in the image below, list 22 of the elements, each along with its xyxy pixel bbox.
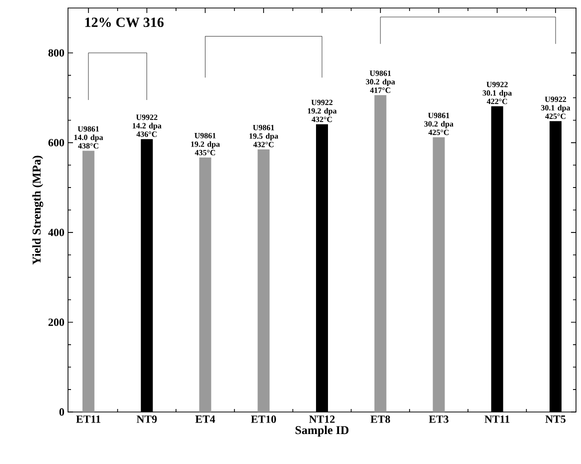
x-tick-label: ET10 [251, 416, 276, 423]
y-tick-label: 400 [48, 228, 64, 236]
bar [432, 137, 445, 412]
x-tick-label: NT9 [136, 416, 157, 423]
x-tick-label: ET11 [76, 416, 100, 423]
y-tick-label: 0 [59, 408, 64, 416]
bar [82, 150, 94, 412]
y-tick-label: 600 [48, 138, 64, 146]
y-tick-label: 800 [48, 49, 64, 57]
bar [258, 149, 270, 412]
x-tick-label: NT5 [545, 416, 566, 423]
x-axis-title: Sample ID [296, 426, 348, 437]
x-tick-label: ET4 [195, 416, 216, 423]
x-tick-label: ET8 [370, 416, 390, 423]
x-tick-label: ET3 [428, 416, 448, 423]
bar [199, 157, 212, 412]
y-tick-label: 200 [48, 318, 64, 326]
x-tick-label: NT12 [309, 416, 335, 423]
y-axis-title: Yield Strength (MPa) [32, 156, 44, 265]
bar [374, 95, 386, 412]
annotation: 12% CW 316 [85, 18, 164, 28]
x-tick-label: NT11 [484, 416, 510, 423]
